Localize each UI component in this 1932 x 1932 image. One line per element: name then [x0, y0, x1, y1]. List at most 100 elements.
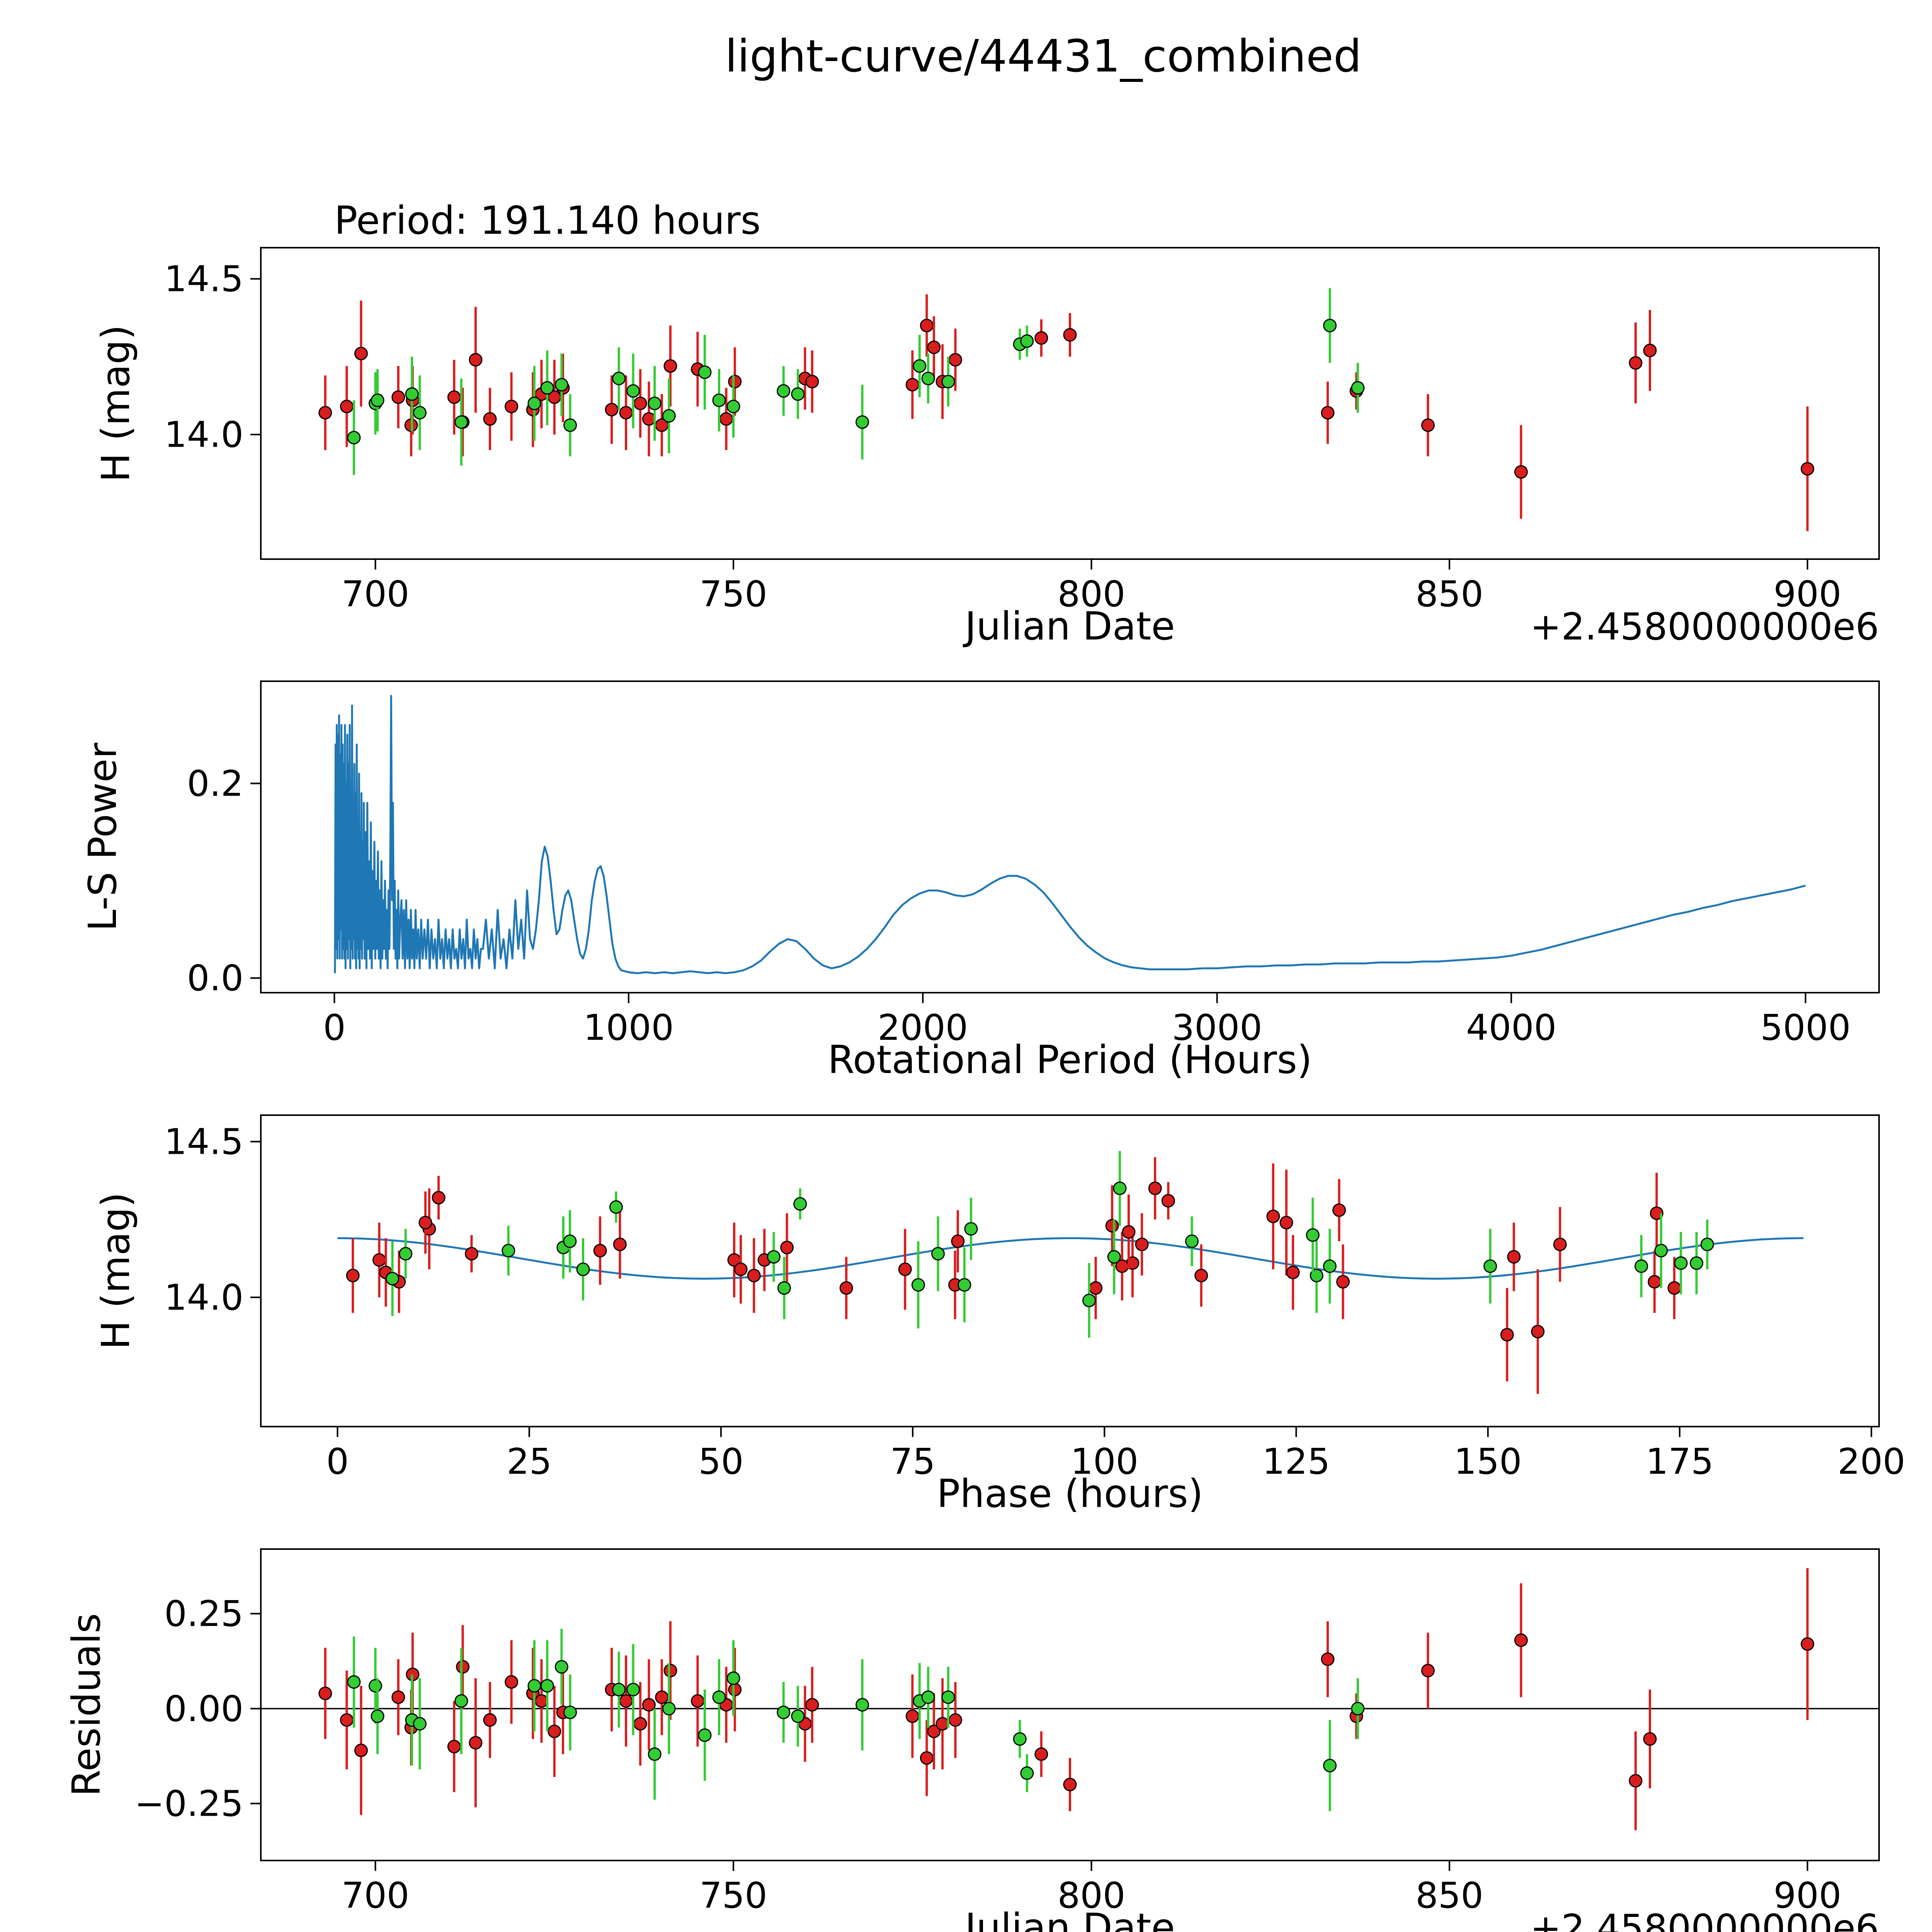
data-point-red — [1063, 1777, 1077, 1791]
data-point-green — [612, 1683, 626, 1697]
data-point-green — [1310, 1269, 1323, 1282]
y-tick-label: 0.0 — [187, 957, 243, 999]
data-point-red — [1148, 1181, 1162, 1195]
data-point-green — [1185, 1234, 1199, 1248]
data-point-green — [1323, 319, 1337, 332]
data-point-green — [698, 1728, 712, 1742]
data-point-red — [1643, 344, 1657, 357]
panel1-x-offset-label: +2.4580000000e6 — [1530, 605, 1879, 648]
data-point-red — [1514, 465, 1528, 479]
data-point-red — [805, 1698, 819, 1712]
data-point-red — [920, 1751, 934, 1765]
data-point-red — [619, 406, 633, 420]
data-point-green — [399, 1247, 413, 1261]
data-point-red — [1279, 1216, 1293, 1230]
data-point-red — [935, 1717, 949, 1731]
data-point-green — [1634, 1259, 1648, 1273]
data-point-red — [1122, 1225, 1136, 1239]
data-point-green — [527, 1679, 541, 1693]
data-point-red — [1034, 331, 1048, 345]
data-point-red — [728, 375, 742, 389]
y-tick-label: −0.25 — [134, 1783, 243, 1825]
data-point-red — [728, 1683, 742, 1697]
data-point-red — [469, 353, 483, 367]
data-point-green — [777, 384, 791, 398]
y-tick-label: 14.0 — [164, 414, 243, 456]
data-point-red — [1135, 1237, 1149, 1251]
x-tick-label: 850 — [1415, 1875, 1483, 1916]
data-point-red — [483, 1713, 497, 1727]
x-tick-label: 2000 — [878, 1007, 968, 1048]
data-point-red — [949, 1713, 963, 1727]
data-point-red — [780, 1241, 794, 1255]
data-point-green — [413, 1717, 427, 1731]
data-point-red — [1105, 1219, 1119, 1233]
data-point-red — [1553, 1237, 1567, 1251]
data-point-red — [1531, 1325, 1545, 1338]
data-point-green — [648, 1747, 662, 1761]
x-tick-label: 1000 — [583, 1007, 674, 1048]
x-tick-label: 800 — [1058, 573, 1126, 615]
data-point-red — [548, 1725, 561, 1738]
data-point-red — [1500, 1328, 1514, 1342]
data-point-green — [1306, 1228, 1320, 1242]
y-tick-label: 14.5 — [164, 1121, 243, 1163]
panel4-xlabel: Julian Date — [963, 1905, 1175, 1932]
data-point-green — [1113, 1181, 1127, 1195]
data-point-red — [1507, 1250, 1521, 1264]
data-point-red — [1801, 462, 1815, 476]
data-point-red — [340, 1713, 354, 1727]
x-tick-label: 800 — [1058, 1875, 1126, 1916]
data-point-green — [957, 1278, 971, 1292]
x-tick-label: 750 — [699, 573, 767, 615]
x-tick-label: 700 — [342, 1875, 410, 1916]
x-tick-label: 700 — [342, 573, 410, 615]
data-point-red — [1266, 1209, 1280, 1223]
data-point-red — [905, 1709, 919, 1723]
data-point-green — [964, 1222, 978, 1236]
data-point-red — [605, 403, 619, 417]
data-point-red — [432, 1191, 446, 1205]
data-point-red — [734, 1262, 748, 1276]
data-point-red — [1421, 418, 1435, 432]
data-point-red — [619, 1694, 633, 1708]
data-point-red — [372, 1253, 386, 1267]
data-point-green — [1020, 334, 1034, 348]
data-point-red — [633, 1717, 647, 1731]
data-point-green — [712, 393, 726, 407]
y-tick-label: 14.0 — [164, 1277, 243, 1318]
data-point-red — [1421, 1664, 1435, 1678]
panel4-x-offset-label: +2.4580000000e6 — [1530, 1906, 1879, 1932]
data-point-red — [1321, 1652, 1335, 1666]
data-point-red — [927, 340, 941, 354]
x-tick-label: 900 — [1774, 573, 1842, 615]
data-point-red — [1286, 1265, 1300, 1279]
data-point-green — [1323, 1759, 1337, 1772]
x-tick-label: 0 — [323, 1007, 346, 1048]
data-point-green — [1700, 1237, 1714, 1251]
data-point-red — [663, 1664, 677, 1678]
data-point-green — [540, 1679, 554, 1693]
data-point-red — [1332, 1203, 1346, 1217]
data-point-green — [698, 365, 712, 379]
data-point-green — [626, 384, 640, 398]
data-point-red — [1321, 406, 1335, 420]
data-point-red — [1063, 328, 1077, 342]
x-tick-label: 200 — [1837, 1441, 1905, 1482]
data-point-green — [454, 1694, 468, 1708]
data-point-green — [527, 396, 541, 410]
data-point-red — [690, 1694, 704, 1708]
data-point-green — [1013, 1732, 1027, 1746]
data-point-green — [648, 396, 662, 410]
data-point-red — [464, 1247, 478, 1261]
data-point-red — [1336, 1275, 1350, 1289]
data-point-green — [1483, 1259, 1497, 1273]
data-point-green — [726, 1671, 740, 1685]
panel2-xlabel: Rotational Period (Hours) — [828, 1037, 1312, 1082]
data-point-red — [1648, 1275, 1662, 1289]
data-point-red — [346, 1269, 360, 1282]
x-tick-label: 175 — [1646, 1441, 1714, 1482]
data-point-red — [905, 378, 919, 392]
data-point-green — [563, 1234, 577, 1248]
